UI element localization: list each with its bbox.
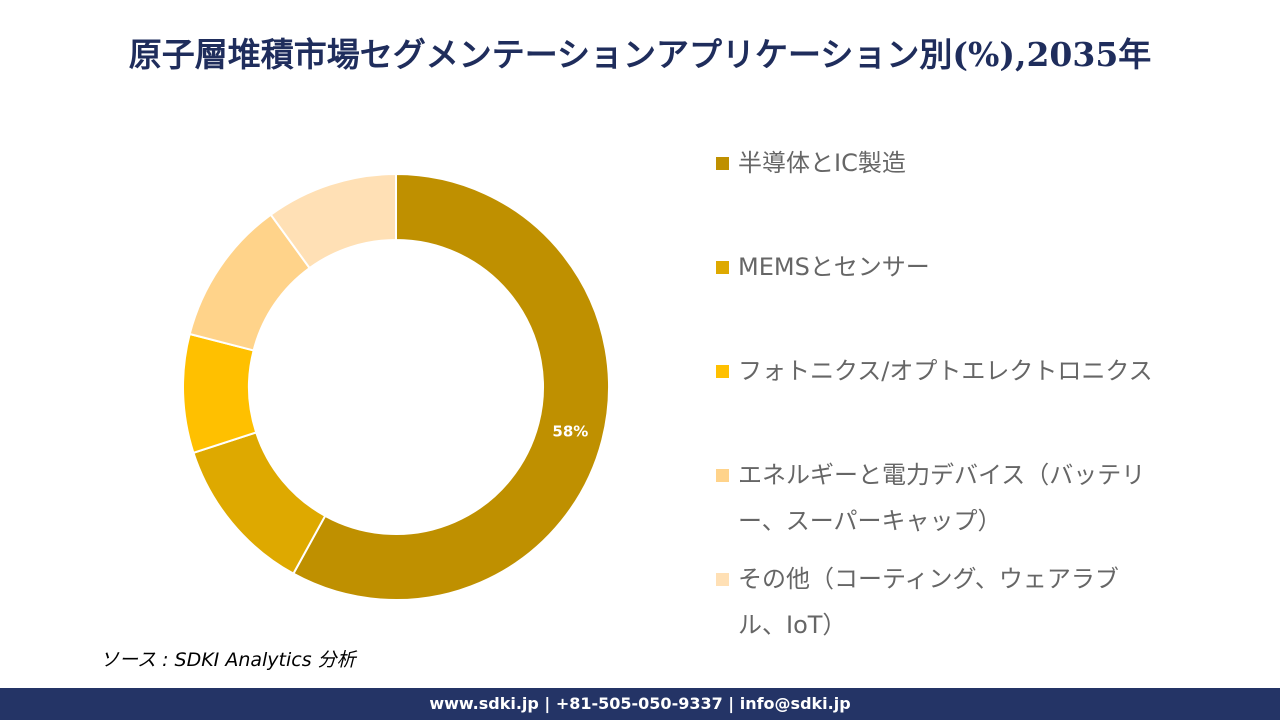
legend-swatch (716, 157, 729, 170)
legend-label: MEMSとセンサー (738, 253, 930, 281)
legend-swatch (716, 573, 729, 586)
legend-item: その他（コーティング、ウェアラブル、IoT） (716, 556, 1166, 660)
legend-swatch (716, 365, 729, 378)
legend-item: フォトニクス/オプトエレクトロニクス (716, 348, 1166, 452)
legend: 半導体とIC製造 MEMSとセンサーフォトニクス/オプトエレクトロニクスエネルギー… (716, 140, 1166, 660)
donut-segment (269, 172, 397, 270)
legend-label: エネルギーと電力デバイス（バッテリー、スーパーキャップ） (738, 461, 1146, 535)
legend-label: フォトニクス/オプトエレクトロニクス (738, 357, 1153, 385)
legend-label: その他（コーティング、ウェアラブル、IoT） (738, 565, 1119, 639)
legend-label: 半導体とIC製造 (738, 149, 906, 177)
donut-segment (292, 172, 610, 601)
footer: www.sdki.jp | +81-505-050-9337 | info@sd… (0, 688, 1280, 720)
legend-item: 半導体とIC製造 (716, 140, 1166, 244)
donut-segment (192, 431, 327, 576)
donut-segment (182, 332, 258, 455)
legend-item: MEMSとセンサー (716, 244, 1166, 348)
legend-swatch (716, 261, 729, 274)
data-label: 58% (552, 422, 588, 440)
legend-item: エネルギーと電力デバイス（バッテリー、スーパーキャップ） (716, 452, 1166, 556)
chart-title: 原子層堆積市場セグメンテーションアプリケーション別(%),2035年 (128, 35, 1152, 74)
legend-swatch (716, 469, 729, 482)
chart: 58% (182, 172, 610, 601)
source: ソース : SDKI Analytics 分析 (100, 649, 356, 671)
